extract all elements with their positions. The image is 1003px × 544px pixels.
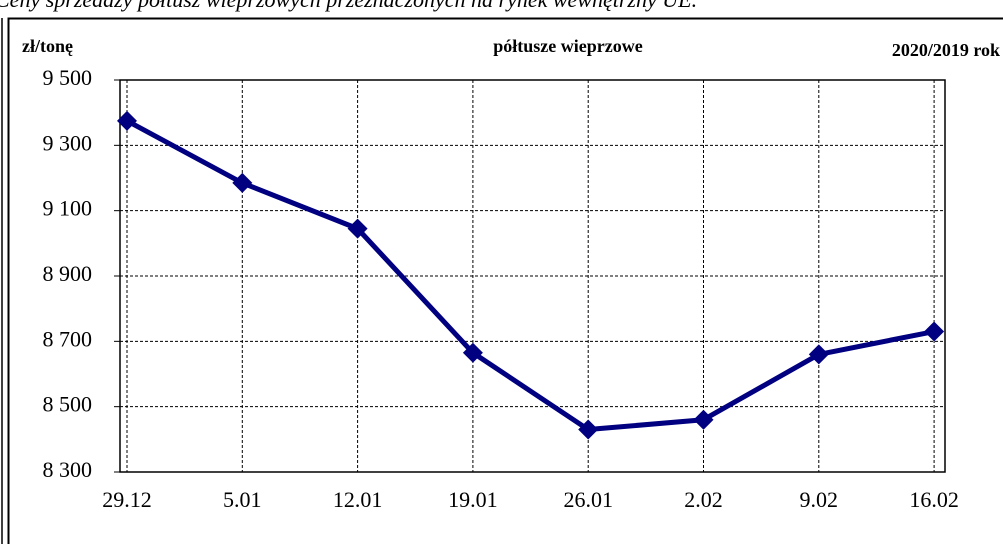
line xyxy=(125,118,935,433)
marker xyxy=(347,218,368,239)
y-tick-label: 9 100 xyxy=(43,196,93,221)
chart-frame xyxy=(7,17,1003,544)
x-tick-label: 9.02 xyxy=(800,487,839,512)
y-tick-label: 8 500 xyxy=(43,392,93,417)
y-tick-label: 8 300 xyxy=(43,457,93,482)
x-tick-label: 12.01 xyxy=(333,487,383,512)
marker xyxy=(808,344,829,365)
y-tick-label: 8 700 xyxy=(43,326,93,351)
chart-note: 2020/2019 rok xyxy=(892,40,1000,60)
x-tick-label: 5.01 xyxy=(223,487,262,512)
x-tick-label: 26.01 xyxy=(563,487,613,512)
x-tick-label: 29.12 xyxy=(102,487,152,512)
y-axis-label: zł/tonę xyxy=(22,36,73,56)
y-tick-label: 9 300 xyxy=(43,130,93,155)
marker xyxy=(924,321,945,342)
chart-title: półtusze wieprzowe xyxy=(493,36,642,56)
marker xyxy=(693,409,714,430)
marker xyxy=(232,172,253,193)
marker xyxy=(578,419,599,440)
header-text: Ceny sprzedaży półtusz wieprzowych przez… xyxy=(0,0,697,12)
plot-area xyxy=(119,79,946,473)
y-tick-label: 8 900 xyxy=(43,261,93,286)
x-tick-label: 2.02 xyxy=(684,487,723,512)
y-tick-label: 9 500 xyxy=(43,65,93,90)
x-tick-label: 16.02 xyxy=(909,487,959,512)
x-tick-label: 19.01 xyxy=(448,487,498,512)
marker xyxy=(117,110,137,131)
marker xyxy=(462,342,483,363)
